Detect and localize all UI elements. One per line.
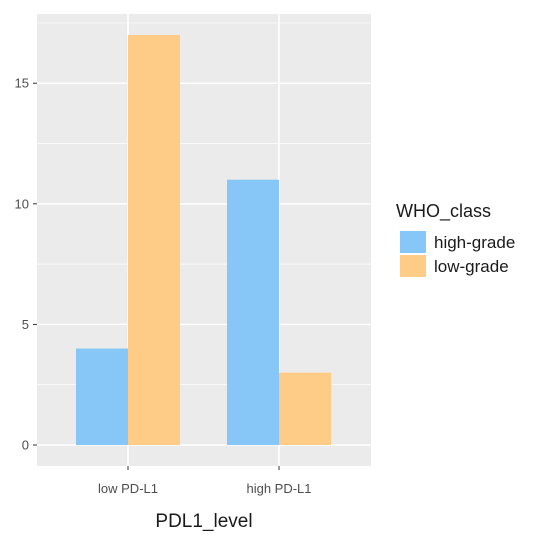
y-tick-label: 15	[15, 76, 29, 91]
bars	[76, 35, 331, 446]
bar-high-grade-high-pd-l1	[227, 179, 279, 446]
y-tick-label: 0	[22, 438, 29, 453]
legend-items: high-grade low-grade	[400, 231, 515, 277]
legend-label-low-grade: low-grade	[434, 257, 509, 276]
x-axis: low PD-L1 high PD-L1	[98, 466, 312, 496]
y-axis: 0 5 10 15	[15, 76, 37, 453]
legend-key-low-grade	[400, 255, 426, 277]
legend: WHO_class high-grade low-grade	[396, 201, 515, 277]
bar-low-grade-low-pd-l1	[128, 35, 180, 445]
x-tick-label: low PD-L1	[98, 481, 158, 496]
legend-label-high-grade: high-grade	[434, 233, 515, 252]
x-tick-label: high PD-L1	[246, 481, 311, 496]
legend-title: WHO_class	[396, 201, 491, 222]
legend-key-high-grade	[400, 231, 426, 253]
y-tick-label: 10	[15, 196, 29, 211]
y-tick-label: 5	[22, 317, 29, 332]
x-axis-title: PDL1_level	[155, 511, 252, 532]
bar-low-grade-high-pd-l1	[279, 372, 331, 445]
bar-high-grade-low-pd-l1	[76, 348, 128, 445]
